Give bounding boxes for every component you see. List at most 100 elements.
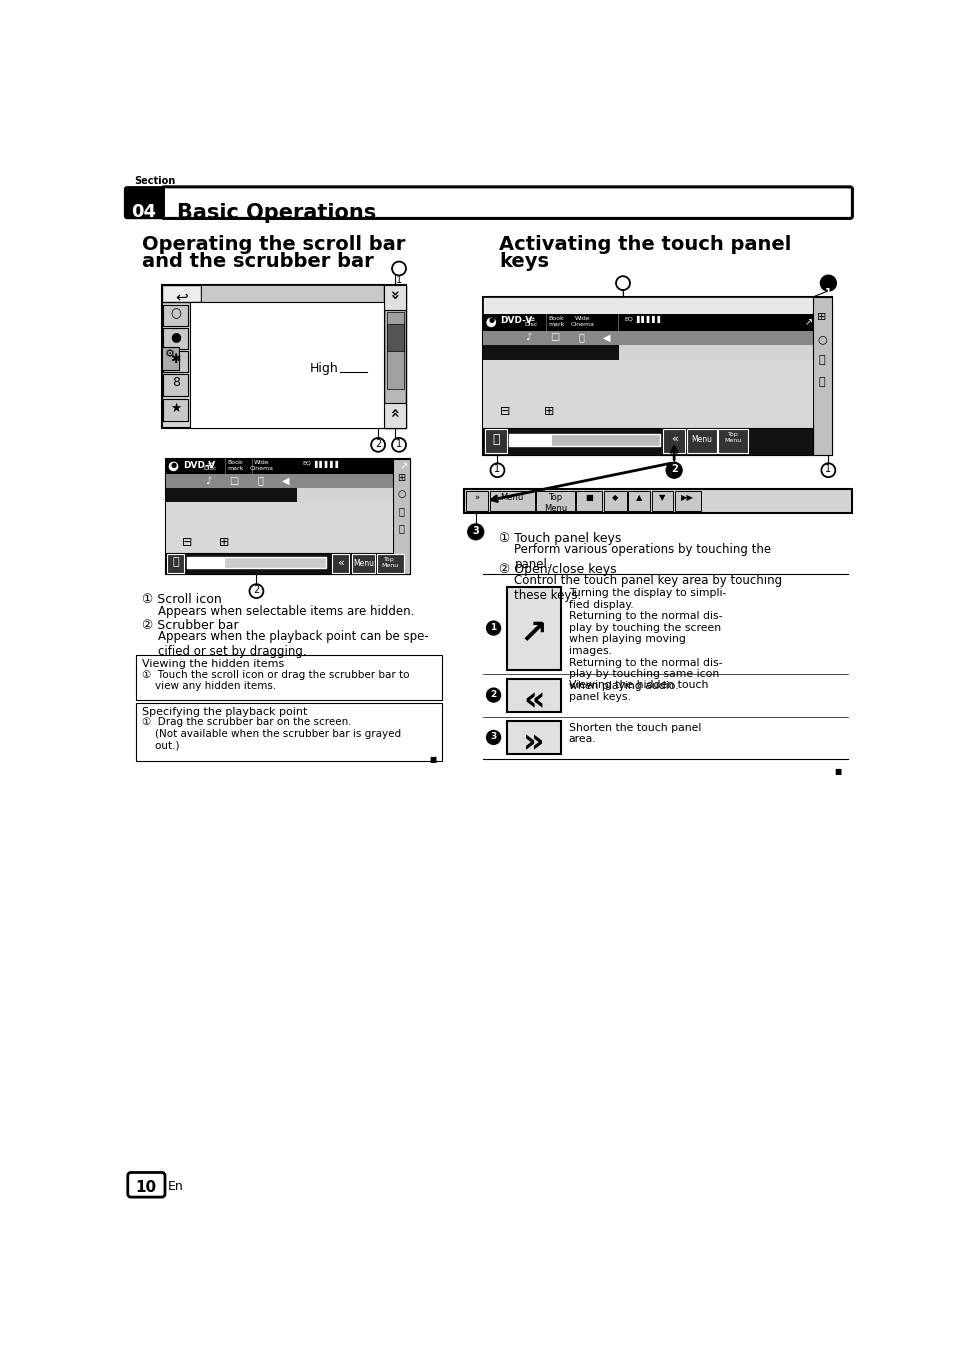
Bar — [506, 587, 560, 669]
Text: 📷: 📷 — [398, 523, 404, 534]
Text: ①  Drag the scrubber bar on the screen.
    (Not available when the scrubber bar: ① Drag the scrubber bar on the screen. (… — [142, 718, 401, 750]
Text: ⊟: ⊟ — [499, 404, 510, 418]
Text: Control the touch panel key area by touching
these keys.: Control the touch panel key area by touc… — [514, 575, 781, 602]
Text: ★: ★ — [170, 402, 181, 415]
Text: Specifying the playback point: Specifying the playback point — [142, 707, 308, 717]
Text: Top
Menu: Top Menu — [543, 493, 567, 512]
Text: ▌▌▌▌▌: ▌▌▌▌▌ — [636, 316, 662, 323]
Text: ▼: ▼ — [659, 493, 665, 503]
Bar — [332, 554, 349, 573]
Text: Perform various operations by touching the
panel.: Perform various operations by touching t… — [514, 544, 771, 572]
Text: «: « — [337, 557, 344, 568]
Circle shape — [490, 464, 504, 477]
Text: Menu: Menu — [353, 558, 374, 568]
Text: Viewing the hidden touch
panel keys.: Viewing the hidden touch panel keys. — [568, 680, 707, 702]
FancyBboxPatch shape — [128, 1172, 165, 1197]
Text: 🔧: 🔧 — [398, 507, 404, 516]
Text: ↩: ↩ — [174, 289, 188, 304]
Bar — [384, 285, 406, 310]
Bar — [384, 403, 406, 427]
Bar — [166, 488, 297, 502]
Bar — [484, 430, 506, 453]
Text: High: High — [310, 362, 338, 376]
Text: Viewing the hidden items: Viewing the hidden items — [142, 658, 284, 669]
Text: ↗: ↗ — [804, 316, 812, 327]
Text: ▶▶: ▶▶ — [680, 493, 693, 503]
Bar — [662, 430, 684, 453]
Text: 04: 04 — [132, 203, 156, 220]
Bar — [384, 285, 406, 427]
Circle shape — [392, 438, 406, 452]
Text: ○: ○ — [396, 489, 405, 499]
Bar — [136, 703, 442, 761]
Text: 2: 2 — [490, 690, 497, 699]
Text: Wide
Cinema: Wide Cinema — [570, 316, 594, 327]
Text: keys: keys — [498, 253, 548, 272]
Bar — [386, 324, 403, 352]
Bar — [576, 491, 601, 511]
Bar — [489, 491, 534, 511]
Text: Shorten the touch panel
area.: Shorten the touch panel area. — [568, 723, 700, 745]
Text: 📷: 📷 — [818, 377, 824, 387]
Bar — [393, 458, 410, 575]
Bar — [509, 434, 659, 446]
Text: 🔧: 🔧 — [818, 356, 824, 365]
Text: ♪: ♪ — [525, 333, 531, 342]
Text: ●: ● — [488, 316, 494, 323]
Bar — [536, 491, 575, 511]
Text: Book
mark: Book mark — [227, 460, 243, 470]
Text: ⊞: ⊞ — [817, 312, 826, 322]
Text: 🎬: 🎬 — [257, 476, 263, 485]
Text: EQ: EQ — [623, 316, 632, 322]
Text: ② Scrubber bar: ② Scrubber bar — [142, 619, 239, 631]
Text: Top
Menu: Top Menu — [723, 431, 740, 442]
Text: 1: 1 — [824, 288, 831, 297]
Bar — [483, 360, 812, 427]
Text: ✱: ✱ — [171, 353, 181, 366]
Bar — [163, 327, 188, 349]
Text: ●: ● — [171, 462, 176, 468]
Bar — [163, 352, 188, 372]
Text: «: « — [670, 433, 677, 443]
Bar — [166, 458, 410, 575]
Text: ▌▌▌▌▌: ▌▌▌▌▌ — [314, 461, 341, 468]
Bar — [483, 427, 812, 454]
Text: »: » — [387, 407, 402, 416]
Bar — [166, 458, 410, 475]
Text: Disc: Disc — [524, 322, 537, 327]
Bar — [628, 491, 649, 511]
Bar — [718, 430, 747, 453]
Bar — [163, 304, 188, 326]
Text: ⚙: ⚙ — [165, 349, 175, 358]
Text: ♪: ♪ — [205, 476, 212, 485]
Text: Appears when the playback point can be spe-
cified or set by dragging.: Appears when the playback point can be s… — [158, 630, 428, 658]
Text: «: « — [387, 288, 402, 299]
Text: □: □ — [550, 333, 558, 342]
Circle shape — [168, 461, 179, 472]
Circle shape — [666, 462, 681, 479]
Text: DVD-V: DVD-V — [500, 316, 532, 326]
Text: Appears when selectable items are hidden.: Appears when selectable items are hidden… — [158, 604, 414, 618]
FancyBboxPatch shape — [162, 187, 852, 219]
Bar — [483, 331, 812, 345]
Bar — [603, 491, 626, 511]
Text: ① Scroll icon: ① Scroll icon — [142, 594, 222, 607]
Bar — [163, 375, 188, 396]
Text: 1: 1 — [619, 289, 625, 299]
Bar — [200, 285, 384, 303]
Bar — [187, 557, 225, 568]
Text: ⇌: ⇌ — [528, 316, 535, 326]
Circle shape — [392, 261, 406, 276]
Bar — [376, 554, 403, 573]
Text: EQ: EQ — [302, 460, 311, 465]
Bar — [483, 297, 831, 314]
Text: Activating the touch panel: Activating the touch panel — [498, 235, 791, 254]
Text: 1: 1 — [395, 274, 401, 285]
Text: 1: 1 — [494, 464, 500, 475]
Text: Menu: Menu — [500, 493, 523, 503]
Bar — [166, 502, 393, 553]
Text: ② Open/close keys: ② Open/close keys — [498, 562, 616, 576]
Text: ■: ■ — [584, 493, 592, 503]
Text: Section: Section — [134, 176, 175, 187]
Bar — [506, 721, 560, 754]
